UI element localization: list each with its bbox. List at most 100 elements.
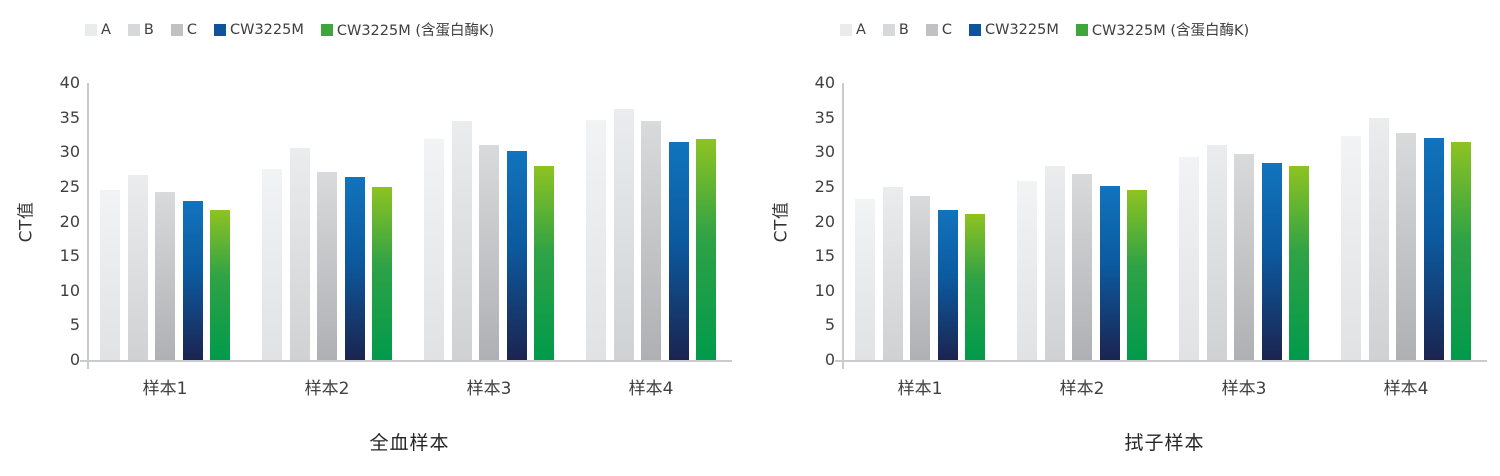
category-label: 样本1 [142,379,188,399]
bar-group: 样本2 [1017,83,1147,399]
bar-c [479,144,499,360]
bar-b [289,148,310,360]
bar-cw3225m [1261,162,1282,360]
bar-b [613,109,634,360]
legend-label: CW3225M (含蛋白酶K) [336,23,495,39]
legend-swatch-icon [882,23,895,36]
bar-c [641,121,661,360]
bar-group: 样本3 [424,83,554,399]
bar-cw3225m [344,177,365,360]
legend-item: C [925,22,952,38]
chart-panel-whole-blood: A B C CW3225M CW3225M (含蛋白酶K) CT值 40 35 30 25 20… [0,0,745,476]
legend-label: B [898,21,909,38]
bar-a [100,190,120,360]
y-tick-label: 30 [814,142,835,162]
y-tick-label: 10 [814,280,835,300]
category-label: 样本4 [1383,379,1429,399]
bar-group: 样本4 [586,83,716,399]
legend-swatch-icon [170,23,183,36]
bar-group: 样本4 [1341,83,1471,399]
category-label: 样本3 [466,379,512,399]
bar-cw3225m [1423,138,1444,360]
legend-item: CW3225M (含蛋白酶K) [1075,19,1249,40]
legend-item: B [127,21,154,38]
bar-cw3225m-k [1451,141,1471,360]
legend-swatch-icon [840,23,852,36]
legend-swatch-icon [127,23,140,36]
bar-c [317,171,337,360]
bar-cw3225m [182,200,203,360]
legend-swatch-icon [85,23,97,36]
bar-b [1206,145,1227,360]
y-tick-label: 30 [59,142,80,162]
legend-swatch-icon [1075,23,1088,36]
bar-c [1396,132,1416,360]
bar-cw3225m [937,210,958,360]
y-tick-label: 35 [814,107,835,127]
bar-c [155,192,175,360]
bar-group: 样本1 [855,83,985,399]
bar-cw3225m [1099,186,1120,360]
y-tick-label: 0 [69,350,80,369]
bar-a [424,139,444,360]
legend-label: C [186,21,197,38]
y-tick-label: 40 [59,73,80,92]
bar-b [1368,117,1389,360]
bar-c [1072,174,1092,360]
bar-a [1017,181,1037,360]
bar-b [451,121,472,360]
bar-b [127,175,148,360]
y-tick-label: 35 [59,107,80,127]
legend-swatch-icon [320,23,333,36]
chart-title: 全血样本 [369,432,450,454]
legend-label: A [101,21,111,38]
legend-label: CW3225M [230,21,304,38]
bar-cw3225m-k [965,213,985,360]
bar-group: 样本1 [100,83,230,399]
category-label: 样本2 [1059,379,1105,399]
bar-cw3225m [506,150,527,360]
bar-cw3225m-k [1127,189,1147,360]
bar-b [882,186,903,360]
y-tick-label: 40 [814,73,835,92]
y-tick-label: 5 [824,315,835,335]
category-label: 样本4 [628,379,674,399]
legend-item: CW3225M [214,22,304,38]
bar-a [855,198,875,360]
legend-item: CW3225M [969,22,1059,38]
legend-swatch-icon [214,23,226,36]
legend-item: CW3225M (含蛋白酶K) [320,19,495,40]
bar-group: 样本2 [262,83,392,399]
legend-item: A [85,22,111,38]
legend-label: CW3225M [985,21,1059,38]
category-label: 样本1 [897,379,943,399]
bar-a [1179,157,1199,360]
legend-label: B [143,21,154,38]
category-label: 样本2 [304,379,350,399]
y-tick-label: 25 [814,176,835,196]
y-tick-label: 20 [59,211,80,231]
y-tick-label: 15 [814,246,835,266]
y-tick-label: 5 [69,315,80,335]
bar-a [1341,136,1361,360]
plot-area: 40 35 30 25 20 15 10 5 0 样本1 样本2 样本3 样本4 [815,75,1487,399]
category-label: 样本3 [1221,379,1267,399]
legend-label: A [856,21,866,38]
legend-swatch-icon [969,23,981,36]
bar-c [1234,154,1254,360]
bar-cw3225m-k [534,166,554,360]
legend-item: B [882,21,909,38]
y-axis-title: CT值 [16,201,37,243]
bar-a [586,120,606,360]
y-tick-label: 0 [824,350,835,369]
y-tick-label: 10 [59,280,80,300]
bar-c [910,195,930,360]
legend: A B C CW3225M CW3225M (含蛋白酶K) [85,19,494,40]
bar-cw3225m [668,141,689,360]
legend-item: C [170,21,197,38]
legend-swatch-icon [925,23,938,36]
y-tick-label: 20 [814,211,835,231]
chart-title: 拭子样本 [1124,432,1205,454]
legend-item: A [840,22,866,38]
legend: A B C CW3225M CW3225M (含蛋白酶K) [840,19,1249,40]
